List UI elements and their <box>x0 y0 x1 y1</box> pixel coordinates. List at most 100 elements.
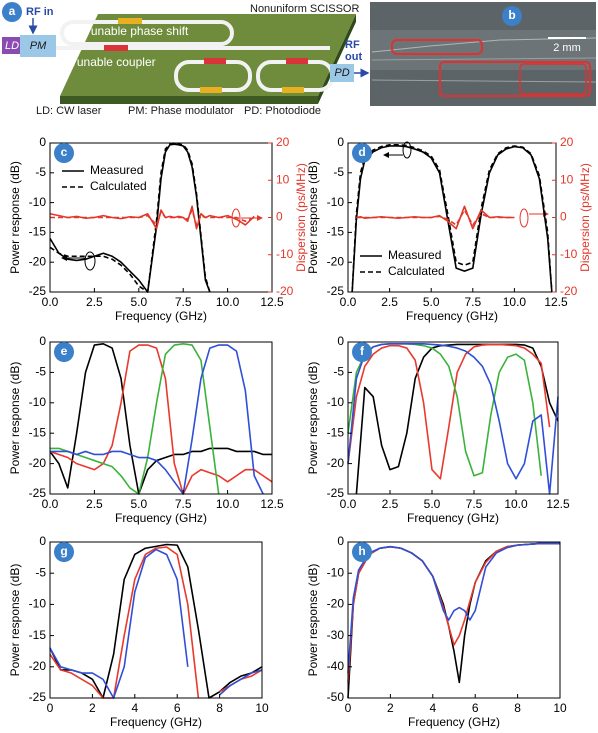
phase-shift-label: Tunable phase shift <box>84 24 189 38</box>
heater <box>104 45 128 51</box>
y-tick-label: -25 <box>327 486 345 500</box>
x-tick-label: 5.0 <box>130 497 147 511</box>
x-tick-label: 7.5 <box>175 295 192 309</box>
data-line <box>347 343 551 480</box>
panel-letter: a <box>9 4 16 18</box>
y-tick-label: 0 <box>39 135 46 149</box>
y-axis-label: Power response (dB) <box>306 362 320 475</box>
legend-label: Measured <box>90 163 143 177</box>
y-tick-label: 0 <box>337 534 344 548</box>
x-tick-label: 10.0 <box>216 295 240 309</box>
x-tick-label: 4 <box>131 701 138 715</box>
y-tick-label: -5 <box>333 165 344 179</box>
data-line <box>355 343 559 495</box>
data-line <box>351 145 553 293</box>
panel-letter: b <box>508 8 515 22</box>
heater <box>200 87 222 93</box>
annotation <box>519 208 529 228</box>
x-axis-label: Frequency (GHz) <box>115 511 207 525</box>
panel-letter-bg <box>352 143 372 163</box>
x-axis-label: Frequency (GHz) <box>407 511 499 525</box>
plot-frame <box>49 541 263 699</box>
ring-outline <box>519 63 587 95</box>
y-tick-label: -25 <box>327 284 345 298</box>
x-tick-label: 2.5 <box>86 497 103 511</box>
data-line <box>356 209 515 226</box>
y-tick-label: -15 <box>29 425 47 439</box>
panel-letter: h <box>358 544 365 558</box>
y-tick-label: -20 <box>29 456 47 470</box>
x-tick-label: 12.5 <box>260 295 284 309</box>
y2-tick-label: 10 <box>276 172 290 186</box>
data-line <box>50 209 255 226</box>
x-tick-label: 10.0 <box>503 295 527 309</box>
y-tick-label: -25 <box>29 284 47 298</box>
x-tick-label: 12.5 <box>546 497 570 511</box>
x-tick-label: 0.0 <box>340 497 357 511</box>
y-tick-label: -40 <box>327 659 345 673</box>
y2-axis-label: Dispersion (ps/MHz) <box>294 163 308 272</box>
heater <box>282 87 304 93</box>
y-tick-label: -10 <box>327 195 345 209</box>
panel-letter-bg <box>352 542 372 562</box>
panel-letter: c <box>61 145 68 159</box>
rf-in: RF in <box>26 6 54 18</box>
data-line <box>347 343 559 495</box>
pm-label: PM <box>30 40 47 52</box>
x-tick-label: 12.5 <box>260 497 284 511</box>
y-axis-label: Power response (dB) <box>8 362 22 475</box>
photo-line <box>371 57 597 83</box>
data-line <box>50 343 220 495</box>
x-tick-label: 10.0 <box>504 497 528 511</box>
y-tick-label: -5 <box>35 565 46 579</box>
data-line <box>49 343 272 495</box>
y-tick-label: -10 <box>327 395 345 409</box>
panel-letter: g <box>60 544 67 558</box>
y-tick-label: -5 <box>333 365 344 379</box>
x-tick-label: 6 <box>174 701 181 715</box>
x-tick-label: 2.5 <box>86 295 103 309</box>
y-tick-label: -5 <box>35 165 46 179</box>
panel-letter-bg <box>352 342 372 362</box>
x-tick-label: 5.0 <box>423 295 440 309</box>
panel-letter: f <box>360 344 365 358</box>
data-line <box>347 542 560 683</box>
legend-text: PD: Photodiode <box>244 105 321 117</box>
y-tick-label: -10 <box>327 565 345 579</box>
heater <box>286 58 308 64</box>
y-tick-label: -30 <box>327 628 345 642</box>
panel-letter: e <box>61 344 68 358</box>
y2-tick-label: 0 <box>560 210 567 224</box>
x-tick-label: 6 <box>472 701 479 715</box>
heater <box>118 18 142 24</box>
data-line <box>49 543 263 699</box>
y2-axis-label: Dispersion (ps/MHz) <box>578 163 592 272</box>
y-axis-label: Power response (dB) <box>306 564 320 677</box>
heater <box>204 58 226 64</box>
y2-tick-label: -20 <box>560 284 578 298</box>
x-axis-label: Frequency (GHz) <box>408 715 500 729</box>
panel-letter-bg <box>54 342 74 362</box>
ld-label: LD <box>5 40 19 52</box>
x-tick-label: 2 <box>89 701 96 715</box>
x-tick-label: 5.0 <box>424 497 441 511</box>
x-tick-label: 5.0 <box>130 295 147 309</box>
ld-box <box>2 37 22 54</box>
y-tick-label: 0 <box>337 135 344 149</box>
y-tick-label: -15 <box>327 425 345 439</box>
y-tick-label: -20 <box>327 456 345 470</box>
panel-letter: d <box>358 145 365 159</box>
y-axis-label: Power response (dB) <box>306 161 320 274</box>
x-tick-label: 4 <box>429 701 436 715</box>
x-tick-label: 2 <box>387 701 394 715</box>
x-tick-label: 2.5 <box>382 497 399 511</box>
y-tick-label: -15 <box>29 225 47 239</box>
slab-top <box>60 14 356 96</box>
legend-text: LD: CW laser <box>36 105 102 117</box>
x-tick-label: 8 <box>216 701 223 715</box>
y-tick-label: -25 <box>29 690 47 704</box>
scissor-title: Nonuniform SCISSOR <box>250 3 359 15</box>
y-tick-label: -5 <box>35 365 46 379</box>
legend-label: Calculated <box>90 179 147 193</box>
